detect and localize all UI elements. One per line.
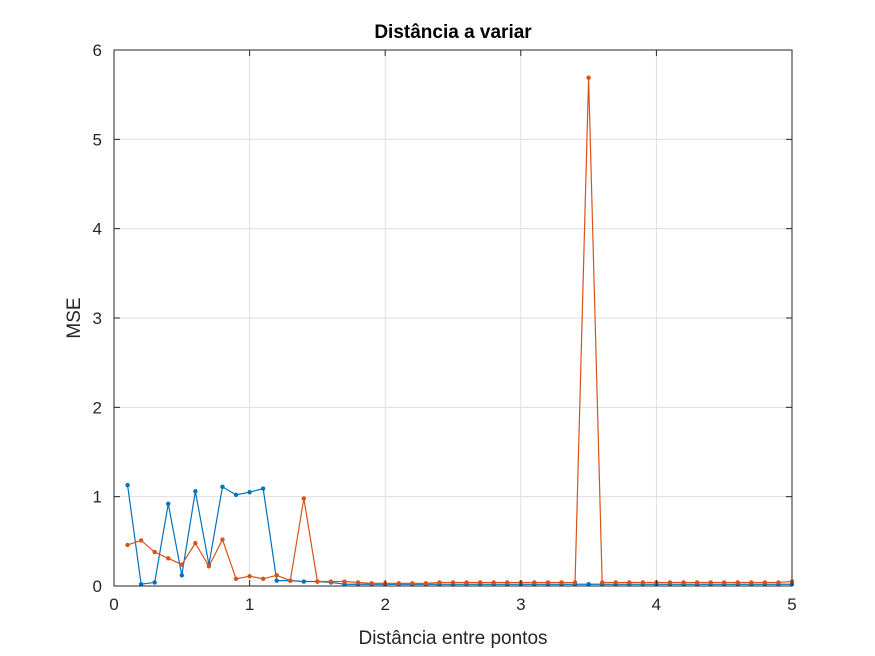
y-axis-label: MSE xyxy=(64,297,85,338)
y-tick-label: 4 xyxy=(93,220,102,239)
x-tick-label: 1 xyxy=(245,595,254,614)
data-point xyxy=(138,582,144,587)
data-point xyxy=(694,580,700,585)
data-point xyxy=(762,580,768,585)
data-point xyxy=(735,580,740,585)
data-point xyxy=(437,580,442,585)
data-point xyxy=(749,580,754,585)
data-point xyxy=(179,573,184,578)
data-point xyxy=(138,538,144,543)
data-point xyxy=(545,580,551,585)
data-point xyxy=(410,581,415,586)
data-point xyxy=(342,579,347,584)
data-point xyxy=(477,580,483,585)
x-axis-label: Distância entre pontos xyxy=(358,628,547,649)
data-point xyxy=(505,580,510,585)
ticks-layer: 0 1 2 3 4 5 0 1 2 3 4 5 6 xyxy=(93,41,797,614)
data-point xyxy=(193,540,198,546)
series-2 xyxy=(125,75,795,586)
y-tick-label: 1 xyxy=(93,488,102,507)
chart-title: Distância a variar xyxy=(374,22,532,43)
data-point xyxy=(220,484,225,490)
data-point xyxy=(464,580,469,585)
data-point xyxy=(301,496,307,501)
data-point xyxy=(396,581,401,586)
x-tick-label: 4 xyxy=(652,595,661,614)
data-point xyxy=(193,489,198,494)
series-line xyxy=(126,484,792,585)
data-point xyxy=(274,578,279,583)
y-tick-label: 6 xyxy=(93,41,102,60)
data-point xyxy=(166,501,171,507)
y-tick-label: 3 xyxy=(93,309,102,328)
data-point xyxy=(301,579,307,584)
data-point xyxy=(233,576,239,582)
data-point xyxy=(315,579,320,584)
data-point xyxy=(708,580,713,585)
y-tick-label: 2 xyxy=(93,398,102,417)
data-point xyxy=(450,580,456,585)
data-point xyxy=(247,573,252,579)
data-point xyxy=(125,482,130,488)
x-tick-label: 0 xyxy=(109,595,118,614)
x-tick-label: 3 xyxy=(516,595,525,614)
data-point xyxy=(613,580,618,585)
y-tick-label: 0 xyxy=(93,577,102,596)
data-point xyxy=(206,564,212,569)
data-point xyxy=(532,580,537,585)
data-point xyxy=(152,549,157,555)
data-point xyxy=(369,581,374,586)
data-point xyxy=(599,580,605,585)
data-point xyxy=(776,580,781,585)
data-point xyxy=(627,580,632,585)
data-point xyxy=(288,578,293,583)
data-point xyxy=(260,486,266,491)
data-point xyxy=(572,580,578,585)
data-point xyxy=(667,580,673,585)
x-tick-label: 2 xyxy=(380,595,389,614)
data-point xyxy=(722,580,727,585)
data-point xyxy=(152,580,157,585)
data-point xyxy=(328,579,334,584)
y-tick-label: 5 xyxy=(93,130,102,149)
series-line xyxy=(127,77,793,584)
data-point xyxy=(247,490,252,495)
data-point xyxy=(586,582,591,587)
x-tick-label: 5 xyxy=(787,595,796,614)
data-point xyxy=(559,580,564,585)
data-point xyxy=(220,537,225,542)
series-layer xyxy=(125,75,795,587)
data-point xyxy=(355,580,361,585)
data-point xyxy=(166,556,171,561)
data-point xyxy=(681,580,686,585)
data-point xyxy=(233,492,239,498)
data-point xyxy=(274,573,279,578)
data-point xyxy=(640,580,646,585)
data-point xyxy=(586,75,591,80)
data-point xyxy=(125,542,130,548)
data-point xyxy=(491,580,496,585)
data-point xyxy=(179,562,184,567)
data-point xyxy=(260,576,266,582)
data-point xyxy=(423,581,429,586)
